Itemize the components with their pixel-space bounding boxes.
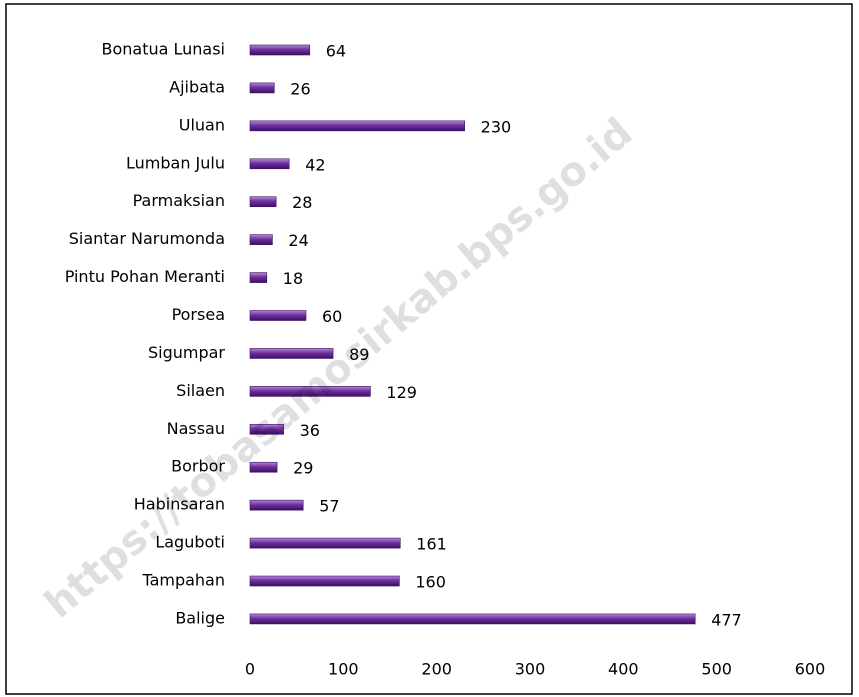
value-label: 28 — [292, 193, 312, 212]
y-tick-label: Bonatua Lunasi — [101, 40, 225, 59]
x-tick-label: 0 — [245, 660, 255, 679]
x-tick-label: 100 — [328, 660, 359, 679]
bar-shade — [249, 613, 696, 625]
bar-shade — [249, 348, 334, 359]
value-label: 18 — [283, 269, 303, 288]
y-tick-label: Pintu Pohan Meranti — [65, 267, 225, 286]
value-label: 26 — [290, 79, 310, 98]
y-tick-label: Borbor — [171, 457, 225, 476]
bar-shade — [249, 499, 304, 511]
value-label: 24 — [288, 231, 308, 250]
value-label: 89 — [349, 345, 369, 364]
y-tick-label: Ajibata — [169, 77, 225, 96]
value-label: 60 — [322, 307, 342, 326]
value-label: 36 — [300, 421, 320, 440]
y-tick-label: Nassau — [167, 419, 225, 438]
bar-shade — [249, 196, 277, 208]
y-tick-label: Tampahan — [141, 571, 225, 590]
value-label: 42 — [305, 155, 325, 174]
bar-shade — [249, 423, 284, 435]
x-tick-label: 300 — [515, 660, 546, 679]
value-label: 29 — [293, 459, 313, 478]
x-tick-label: 400 — [608, 660, 639, 679]
value-label: 160 — [415, 573, 446, 592]
value-label: 57 — [319, 497, 339, 516]
x-tick-label: 500 — [701, 660, 732, 679]
bar-shade — [249, 575, 400, 587]
bar-shade — [249, 120, 465, 132]
bar-shade — [249, 386, 371, 397]
bar-shade — [249, 272, 268, 283]
bar-shade — [249, 310, 307, 321]
watermark: https://tobasamosirkab.bps.go.id — [36, 109, 641, 627]
y-tick-label: Sigumpar — [148, 343, 225, 362]
bar-shade — [249, 158, 290, 170]
value-label: 129 — [386, 383, 417, 402]
value-label: 64 — [326, 42, 346, 61]
value-label: 477 — [711, 610, 742, 629]
y-tick-label: Lumban Julu — [126, 153, 225, 172]
bar-shade — [249, 44, 311, 56]
value-label: 161 — [416, 535, 447, 554]
chart-border — [5, 3, 853, 695]
bar-shade — [249, 82, 275, 94]
y-tick-label: Habinsaran — [134, 495, 225, 514]
y-tick-label: Balige — [175, 608, 225, 627]
x-tick-label: 600 — [795, 660, 826, 679]
y-tick-label: Laguboti — [155, 533, 225, 552]
value-label: 230 — [481, 117, 512, 136]
x-tick-label: 200 — [421, 660, 452, 679]
bar-shade — [249, 461, 278, 473]
y-tick-label: Siantar Narumonda — [69, 229, 225, 248]
y-tick-label: Parmaksian — [133, 191, 225, 210]
y-tick-label: Porsea — [172, 305, 225, 324]
bar-shade — [249, 234, 273, 245]
bar-shade — [249, 537, 401, 549]
y-tick-label: Uluan — [179, 115, 225, 134]
y-tick-label: Silaen — [176, 381, 225, 400]
